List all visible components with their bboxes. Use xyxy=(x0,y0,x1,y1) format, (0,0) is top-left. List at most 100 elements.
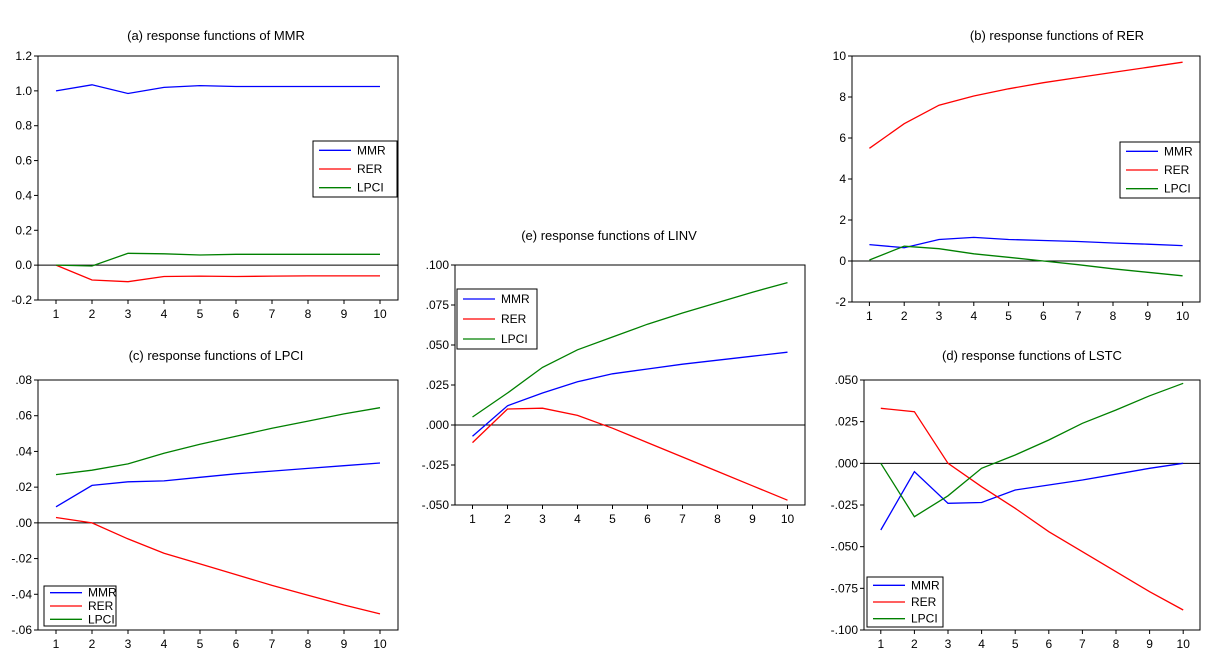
legend-label-lpci: LPCI xyxy=(1164,182,1191,196)
legend: MMR RER LPCI xyxy=(456,288,538,350)
plot-frame xyxy=(37,379,399,631)
legend-label-rer: RER xyxy=(1164,163,1190,177)
x-tick-label: 3 xyxy=(125,637,132,651)
y-tick-label: -.025 xyxy=(422,458,450,472)
y-tick-label: 1.0 xyxy=(15,84,32,98)
y-tick-label: 0.4 xyxy=(15,188,32,202)
y-tick-label: .025 xyxy=(426,378,450,392)
x-tick-label: 6 xyxy=(1045,637,1052,651)
y-tick-label: 6 xyxy=(839,131,846,145)
chart-a: (a) response functions of MMR -0.2 0.0 0.2 0… xyxy=(11,28,399,321)
legend-label-lpci: LPCI xyxy=(357,181,384,195)
series-line-rer xyxy=(55,264,380,283)
x-tick-label: 5 xyxy=(1012,637,1019,651)
x-tick-label: 9 xyxy=(341,637,348,651)
chart-title: (b) response functions of RER xyxy=(970,28,1144,43)
x-tick-label: 9 xyxy=(341,307,348,321)
legend-label-rer: RER xyxy=(357,162,383,176)
x-tick-label: 4 xyxy=(970,309,977,323)
x-tick-label: 1 xyxy=(53,307,60,321)
y-tick-label: 2 xyxy=(839,213,846,227)
y-tick-label: -.100 xyxy=(831,623,859,637)
series-line-mmr xyxy=(472,351,788,437)
x-tick-label: 10 xyxy=(373,307,387,321)
series-line-rer xyxy=(869,61,1183,149)
y-tick-label: 0 xyxy=(839,254,846,268)
x-tick-label: 4 xyxy=(978,637,985,651)
x-tick-label: 4 xyxy=(161,307,168,321)
x-tick-label: 7 xyxy=(679,512,686,526)
series-line-mmr xyxy=(880,462,1184,531)
x-tick-label: 9 xyxy=(1146,637,1153,651)
x-tick-label: 3 xyxy=(539,512,546,526)
y-tick-label: .100 xyxy=(426,258,450,272)
legend-label-lpci: LPCI xyxy=(501,332,528,346)
legend-label-lpci: LPCI xyxy=(911,612,938,626)
y-tick-label: .000 xyxy=(426,418,450,432)
y-tick-label: .00 xyxy=(15,516,32,530)
chart-d: (d) response functions of LSTC -.100 -.075… xyxy=(831,348,1201,651)
series-line-lpci xyxy=(55,407,381,476)
series-line-mmr xyxy=(55,84,380,95)
series-line-lpci xyxy=(55,252,380,267)
x-tick-label: 10 xyxy=(1176,309,1190,323)
y-tick-label: 0.0 xyxy=(15,258,32,272)
y-tick-label: 4 xyxy=(839,172,846,186)
chart-title: (c) response functions of LPCI xyxy=(129,348,304,363)
y-tick-label: -.050 xyxy=(831,540,859,554)
legend: MMR RER LPCI xyxy=(1119,141,1201,199)
y-tick-label: 1.2 xyxy=(15,49,32,63)
x-tick-label: 7 xyxy=(269,307,276,321)
x-tick-label: 5 xyxy=(197,637,204,651)
y-tick-label: 8 xyxy=(839,90,846,104)
legend: MMR RER LPCI xyxy=(866,576,944,628)
series-line-mmr xyxy=(869,236,1183,249)
y-tick-label: 0.8 xyxy=(15,119,32,133)
x-tick-label: 3 xyxy=(936,309,943,323)
legend-label-mmr: MMR xyxy=(501,292,530,306)
legend: MMR RER LPCI xyxy=(312,140,398,198)
y-tick-label: .075 xyxy=(426,298,450,312)
x-tick-label: 6 xyxy=(233,307,240,321)
x-tick-label: 8 xyxy=(1110,309,1117,323)
x-tick-label: 1 xyxy=(469,512,476,526)
x-tick-label: 6 xyxy=(1040,309,1047,323)
y-tick-label: .06 xyxy=(15,409,32,423)
y-tick-label: .025 xyxy=(835,415,859,429)
legend-label-mmr: MMR xyxy=(911,578,940,592)
y-tick-label: -.02 xyxy=(11,552,32,566)
x-tick-label: 4 xyxy=(161,637,168,651)
x-tick-label: 6 xyxy=(233,637,240,651)
x-tick-label: 10 xyxy=(1177,637,1191,651)
plot-frame xyxy=(37,55,399,301)
x-tick-label: 8 xyxy=(305,307,312,321)
x-tick-label: 1 xyxy=(877,637,884,651)
x-tick-label: 7 xyxy=(1075,309,1082,323)
series-line-rer xyxy=(472,407,788,501)
x-tick-label: 8 xyxy=(305,637,312,651)
y-tick-label: -0.2 xyxy=(11,293,32,307)
legend-label-mmr: MMR xyxy=(88,586,117,600)
y-tick-label: -.050 xyxy=(422,498,450,512)
y-tick-label: .04 xyxy=(15,444,32,458)
y-tick-label: -.075 xyxy=(831,581,859,595)
y-tick-label: -2 xyxy=(835,295,846,309)
x-tick-label: 2 xyxy=(901,309,908,323)
y-tick-label: -.06 xyxy=(11,623,32,637)
y-tick-label: 0.6 xyxy=(15,154,32,168)
x-tick-label: 5 xyxy=(1005,309,1012,323)
x-tick-label: 2 xyxy=(504,512,511,526)
legend-label-lpci: LPCI xyxy=(88,612,115,626)
y-tick-label: .000 xyxy=(835,456,859,470)
series-line-mmr xyxy=(55,462,381,508)
x-tick-label: 2 xyxy=(89,637,96,651)
y-tick-label: .08 xyxy=(15,373,32,387)
legend-label-mmr: MMR xyxy=(1164,144,1193,158)
x-tick-label: 1 xyxy=(866,309,873,323)
y-tick-label: -.025 xyxy=(831,498,859,512)
x-tick-label: 10 xyxy=(373,637,387,651)
y-tick-label: .050 xyxy=(835,373,859,387)
series-line-lpci xyxy=(472,281,788,418)
